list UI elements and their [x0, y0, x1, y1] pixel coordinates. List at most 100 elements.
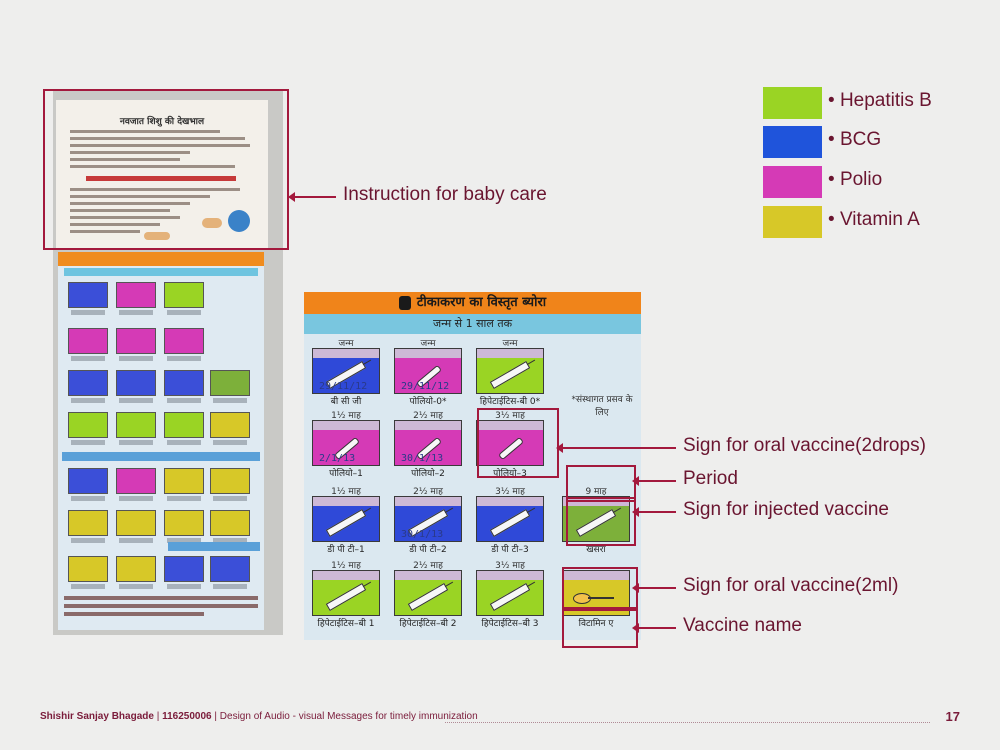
callout-period: Period: [683, 468, 738, 489]
footer-separator: |: [156, 711, 163, 722]
mini-vaccine-cell: [116, 412, 156, 445]
handwritten-date: 30/1/13: [401, 529, 444, 540]
vaccine-color-box: [394, 570, 462, 616]
footer-roll: 116250006: [162, 711, 212, 722]
vaccine-cell: जन्म 29/11/12 पोलियो-0*: [392, 338, 464, 410]
vaccine-color-box: [312, 570, 380, 616]
care-text-line: [70, 209, 170, 212]
callout-arrow: [288, 192, 336, 202]
vaccine-name: पोलियो–3: [493, 469, 527, 479]
mini-vaccine-cell: [164, 328, 204, 361]
vaccine-name: पोलियो–1: [329, 469, 363, 479]
mini-vaccine-cell: [116, 370, 156, 403]
vaccine-color-box: [476, 570, 544, 616]
mini-vaccine-cell: [210, 468, 250, 501]
chart-header: टीकाकरण का विस्तृत ब्योरा: [304, 292, 641, 314]
vaccine-cell: 1½ माह डी पी टी–1: [310, 486, 382, 558]
handwritten-date: 2/1/13: [319, 453, 356, 464]
vaccine-color-box: [312, 496, 380, 542]
callout-arrow: [556, 443, 676, 453]
oral-drop-highlight: [477, 408, 559, 478]
legend-swatch-polio: [763, 166, 822, 198]
mini-vaccine-cell: [68, 510, 108, 543]
vaccine-name: डी पी टी–1: [327, 545, 365, 555]
mother-icon: [398, 295, 411, 310]
legend-swatch-vitamin-a: [763, 206, 822, 238]
mini-vaccine-cell: [116, 556, 156, 589]
vaccine-period: 3½ माह: [495, 487, 525, 497]
callout-arrow: [632, 507, 676, 517]
vaccine-name: पोलियो-0*: [409, 397, 447, 407]
vaccine-cell: 2½ माह हिपेटाईटिस–बी 2: [392, 560, 464, 632]
mini-vaccine-cell: [164, 556, 204, 589]
booklet-chart-band: [168, 542, 260, 551]
syringe-icon: [407, 583, 449, 611]
vaccine-name: डी पी टी–2: [409, 545, 447, 555]
chart-note: *संस्थागत प्रसव के लिए: [571, 395, 633, 418]
care-text-line: [70, 216, 180, 219]
care-text-line: [70, 223, 160, 226]
footer-author: Shishir Sanjay Bhagade: [40, 711, 154, 722]
booklet-chart-band: [62, 452, 260, 461]
mini-vaccine-cell: [164, 468, 204, 501]
care-text-line: [70, 144, 250, 147]
callout-oral-2ml: Sign for oral vaccine(2ml): [683, 575, 899, 596]
vaccine-color-box: 2/1/13: [312, 420, 380, 466]
mini-vaccine-cell: [68, 282, 108, 315]
booklet-vaccine-chart: [58, 252, 264, 630]
callout-arrow: [632, 623, 676, 633]
vaccine-name: बी सी जी: [330, 397, 362, 407]
vaccine-period: 1½ माह: [331, 561, 361, 571]
care-text-line: [70, 130, 220, 133]
handwritten-date: 30/1/13: [401, 453, 444, 464]
care-text-line: [70, 195, 210, 198]
vaccine-name: खसरा: [586, 545, 606, 555]
vaccine-name: पोलियो–2: [411, 469, 445, 479]
vaccine-name: हिपेटाईटिस-बी 0*: [479, 397, 541, 407]
legend-swatch-hepatitis-b: [763, 87, 822, 119]
booklet-footnote: [64, 604, 258, 608]
legend-label-hepatitis-b: Hepatitis B: [828, 90, 932, 112]
syringe-icon: [325, 583, 367, 611]
vaccine-cell: 3½ माह हिपेटाईटिस–बी 3: [474, 560, 546, 632]
baby-illustration: [202, 218, 222, 228]
mini-vaccine-cell: [210, 556, 250, 589]
vaccine-period: जन्म: [420, 339, 436, 349]
vaccine-cell: 1½ माह 2/1/13 पोलियो–1: [310, 410, 382, 482]
injected-highlight: [566, 497, 636, 546]
baby-care-highlight: [43, 89, 289, 250]
booklet-footnote: [64, 612, 204, 616]
vaccine-period: 1½ माह: [331, 487, 361, 497]
legend-label-polio: Polio: [828, 169, 882, 191]
care-text-line: [70, 158, 180, 161]
mini-vaccine-cell: [210, 370, 250, 403]
vaccine-cell: 3½ माह पोलियो–3: [474, 410, 546, 482]
footer-rule: [445, 722, 930, 723]
oral-2ml-highlight: [562, 567, 638, 611]
vaccine-cell: 1½ माह हिपेटाईटिस–बी 1: [310, 560, 382, 632]
handwritten-date: 29/11/12: [401, 381, 450, 392]
vaccine-color-box: 30/1/13: [394, 420, 462, 466]
baby-illustration: [144, 232, 170, 240]
care-text-line: [70, 202, 190, 205]
mini-vaccine-cell: [210, 510, 250, 543]
vaccine-color-box: [476, 348, 544, 394]
footer-project: Design of Audio - visual Messages for ti…: [219, 711, 478, 722]
vaccine-cell: 2½ माह 30/1/13 पोलियो–2: [392, 410, 464, 482]
mini-vaccine-cell: [68, 468, 108, 501]
vaccine-period: 3½ माह: [495, 561, 525, 571]
syringe-icon: [325, 509, 367, 537]
care-text-line: [70, 188, 240, 191]
baby-care-card: नवजात शिशु की देखभाल: [56, 100, 268, 250]
syringe-icon: [489, 509, 531, 537]
legend-label-vitamin-a: Vitamin A: [828, 209, 920, 231]
vaccine-period: 2½ माह: [413, 487, 443, 497]
handwritten-date: 29/11/12: [319, 381, 368, 392]
vaccine-name: विटामिन ए: [578, 619, 614, 629]
danger-signs-heading: [86, 176, 236, 181]
page-number: 17: [945, 709, 960, 724]
vaccine-period: 3½ माह: [495, 411, 525, 421]
mini-vaccine-cell: [164, 370, 204, 403]
mini-vaccine-cell: [68, 412, 108, 445]
callout-oral-2drops: Sign for oral vaccine(2drops): [683, 435, 926, 456]
